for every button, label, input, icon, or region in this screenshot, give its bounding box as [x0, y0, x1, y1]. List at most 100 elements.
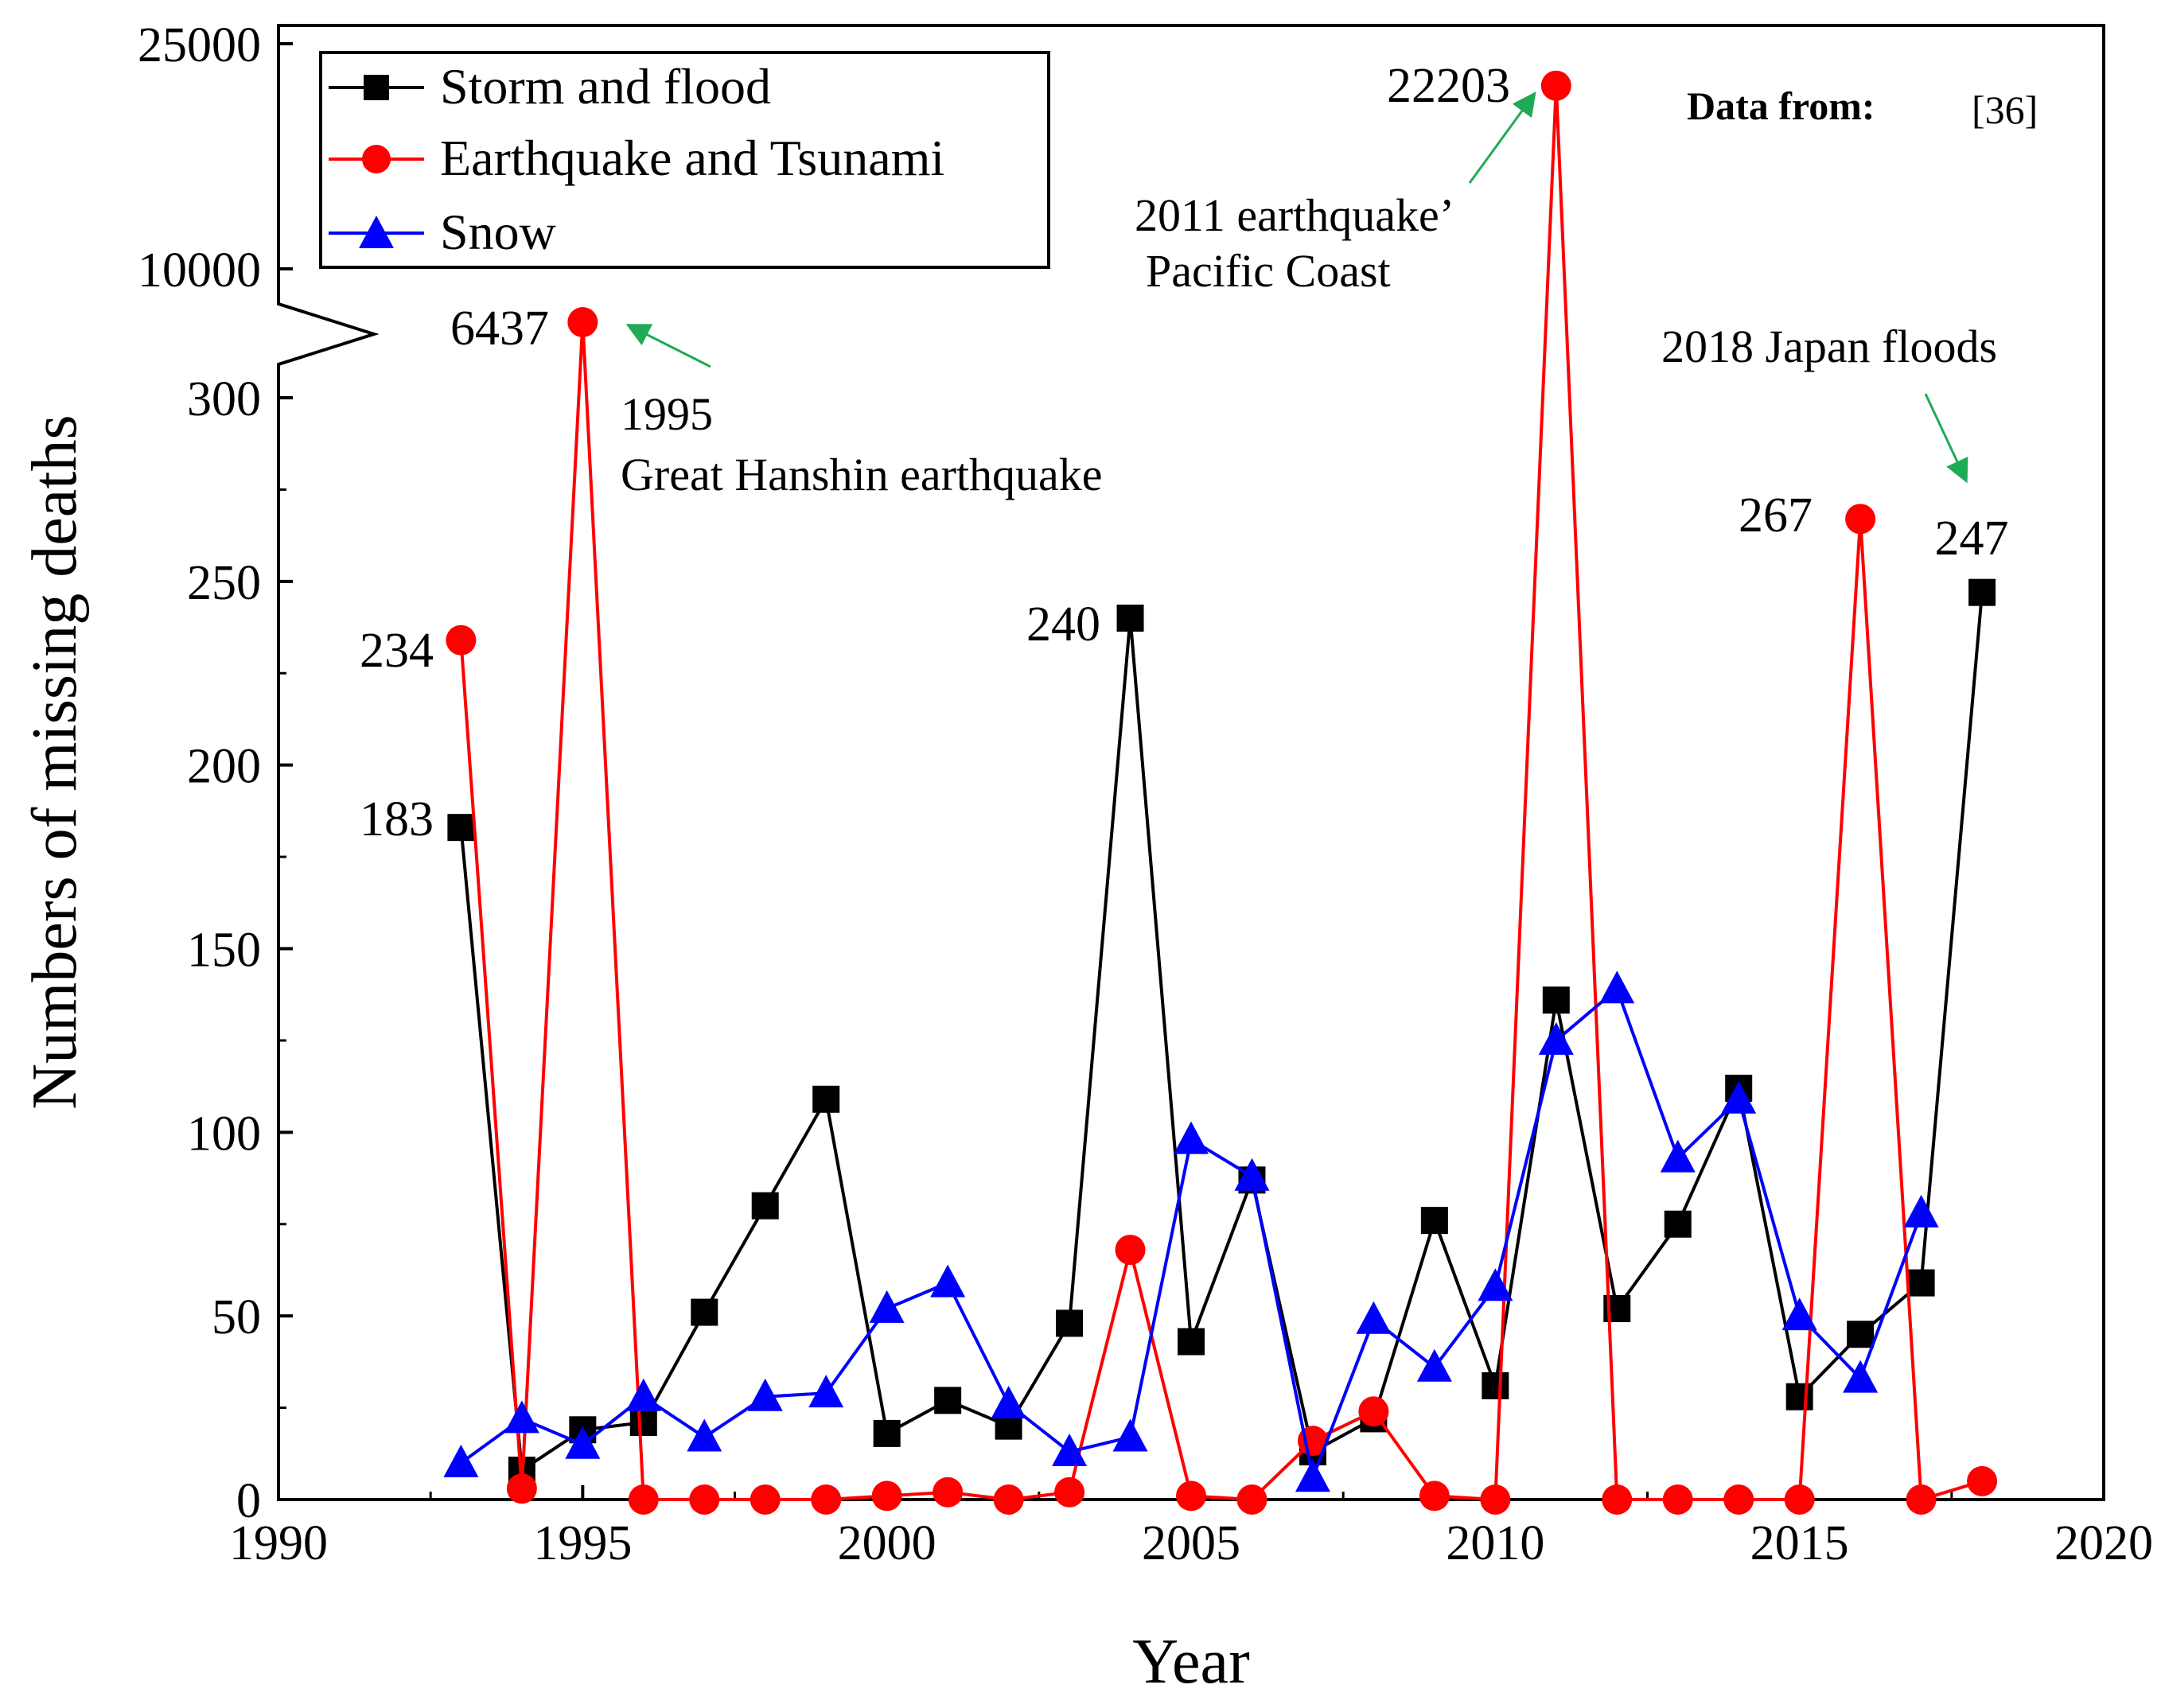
- data-point-circle: [506, 1473, 537, 1504]
- data-point-triangle: [504, 1400, 539, 1434]
- data-point-square: [1056, 1309, 1084, 1337]
- data-point-circle: [993, 1484, 1024, 1515]
- legend-triangle-marker: [359, 216, 394, 248]
- data-point-square: [1664, 1210, 1692, 1238]
- data-point-circle: [1236, 1484, 1267, 1515]
- series-line: [459, 85, 1983, 1502]
- annotation-tohoku-line1: 2011 earthquake’: [1135, 189, 1454, 241]
- y-tick-label: 300: [187, 372, 261, 426]
- x-tick-label: 2010: [1446, 1516, 1544, 1570]
- source-label: Data from:: [1687, 84, 1875, 128]
- annotation-2018-arrow: [1924, 393, 1968, 484]
- data-point-square: [934, 1387, 962, 1414]
- y-tick-label: 50: [212, 1290, 261, 1344]
- data-point-circle: [1176, 1480, 1206, 1512]
- data-point-circle: [1115, 1235, 1146, 1266]
- data-point-circle: [446, 624, 477, 656]
- data-point-circle: [1358, 1396, 1389, 1427]
- data-point-triangle: [1174, 1121, 1209, 1154]
- series-line: [460, 986, 1923, 1484]
- data-point-triangle: [808, 1375, 844, 1408]
- data-point-circle: [1054, 1477, 1085, 1508]
- data-point-triangle: [1721, 1080, 1757, 1114]
- data-point-triangle: [687, 1418, 722, 1452]
- x-tick-label: 2015: [1750, 1516, 1849, 1570]
- y-tick-label: 0: [236, 1474, 261, 1528]
- data-point-triangle: [991, 1385, 1026, 1418]
- y-tick-label: 200: [187, 740, 261, 794]
- data-point-circle: [1784, 1484, 1815, 1515]
- data-point-square: [1847, 1321, 1875, 1348]
- data-point-triangle: [1295, 1459, 1330, 1492]
- axis-break: [267, 296, 380, 391]
- data-point-square: [1542, 986, 1570, 1014]
- data-point-square: [812, 1085, 840, 1113]
- y-tick-label: 100: [187, 1107, 261, 1161]
- data-point-circle: [933, 1477, 964, 1508]
- legend: Storm and flood Earthquake and Tsunami S…: [319, 51, 1050, 269]
- data-point-circle: [1967, 1465, 1998, 1496]
- data-point-triangle: [625, 1378, 661, 1411]
- svg-text:Snow: Snow: [440, 204, 556, 260]
- source-reference: [36]: [1972, 88, 2038, 132]
- svg-text:Earthquake and Tsunami: Earthquake and Tsunami: [440, 130, 944, 186]
- y-axis-title: Numbers of missing deaths: [20, 414, 90, 1109]
- annotation-kobe-arrow: [625, 324, 711, 368]
- legend-item-snow: Snow: [329, 204, 556, 260]
- x-axis-title: Year: [1132, 1627, 1249, 1697]
- annotation-kobe-year: 1995: [621, 388, 713, 440]
- annotation-tohoku-arrow: [1468, 91, 1536, 184]
- y-tick-label: 10000: [138, 243, 261, 298]
- data-point-triangle: [930, 1264, 966, 1298]
- x-tick-label: 2005: [1142, 1516, 1240, 1570]
- annotation-2018-floods: 2018 Japan floods: [1661, 321, 1997, 372]
- data-point-triangle: [747, 1378, 783, 1411]
- data-point-square: [1178, 1328, 1205, 1356]
- data-point-circle: [567, 307, 598, 337]
- label-1993-quake: 234: [360, 624, 434, 678]
- x-tick-label: 1990: [229, 1516, 328, 1570]
- data-point-square: [447, 814, 475, 842]
- data-point-square: [1420, 1207, 1448, 1235]
- y-tick-label: 150: [187, 924, 261, 978]
- y-tick-label: 25000: [138, 18, 261, 72]
- data-labels: 234 183 6437 240 22203 267 247: [360, 59, 2009, 846]
- x-tick-label: 1995: [533, 1516, 632, 1570]
- data-point-circle: [1723, 1484, 1754, 1515]
- data-point-circle: [1662, 1484, 1693, 1515]
- data-point-circle: [689, 1484, 720, 1515]
- data-point-triangle: [1356, 1301, 1392, 1334]
- data-point-triangle: [1234, 1157, 1270, 1191]
- data-point-square: [873, 1419, 901, 1447]
- label-1995-quake: 6437: [450, 302, 549, 356]
- series-layer: [443, 70, 1998, 1515]
- data-point-triangle: [1903, 1194, 1939, 1228]
- data-point-circle: [1419, 1480, 1450, 1512]
- data-point-circle: [1845, 504, 1876, 535]
- data-point-triangle: [1538, 1021, 1574, 1055]
- legend-circle-marker: [362, 145, 391, 173]
- data-point-triangle: [1843, 1360, 1879, 1393]
- data-point-circle: [628, 1484, 659, 1515]
- annotation-kobe-name: Great Hanshin earthquake: [621, 449, 1103, 500]
- data-point-circle: [1480, 1484, 1511, 1515]
- data-point-square: [1968, 578, 1996, 606]
- data-point-circle: [1906, 1484, 1937, 1515]
- data-point-triangle: [1478, 1268, 1513, 1301]
- label-2018-storm: 247: [1935, 512, 2009, 566]
- legend-item-storm: Storm and flood: [329, 58, 771, 115]
- legend-item-earthquake: Earthquake and Tsunami: [329, 130, 944, 186]
- data-point-triangle: [1052, 1433, 1088, 1466]
- data-point-triangle: [443, 1444, 479, 1477]
- data-point-square: [751, 1192, 779, 1220]
- data-point-circle: [750, 1484, 781, 1515]
- x-axis-ticks: 1990 1995 2000 2005 2010 2015 2020: [229, 1485, 2153, 1570]
- series-earthquake-and-tsunami: [446, 70, 1998, 1515]
- data-point-triangle: [1599, 971, 1635, 1004]
- data-point-triangle: [1416, 1348, 1452, 1382]
- data-point-circle: [1602, 1484, 1633, 1515]
- x-tick-label: 2000: [838, 1516, 936, 1570]
- data-point-square: [1482, 1371, 1509, 1399]
- series-snow: [443, 971, 1939, 1492]
